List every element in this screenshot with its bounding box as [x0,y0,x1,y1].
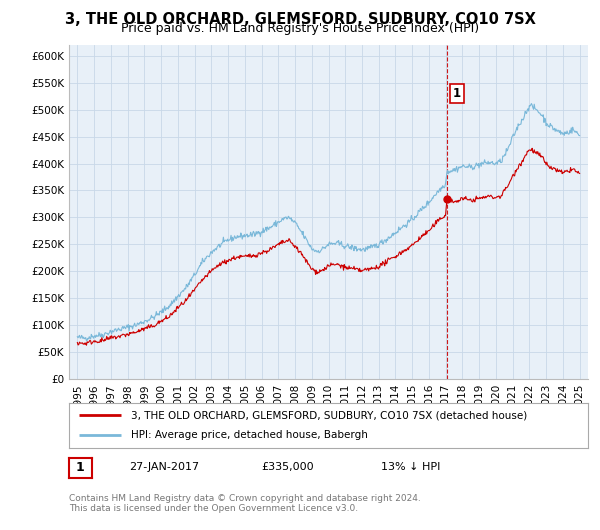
Text: 3, THE OLD ORCHARD, GLEMSFORD, SUDBURY, CO10 7SX (detached house): 3, THE OLD ORCHARD, GLEMSFORD, SUDBURY, … [131,410,527,420]
Text: 3, THE OLD ORCHARD, GLEMSFORD, SUDBURY, CO10 7SX: 3, THE OLD ORCHARD, GLEMSFORD, SUDBURY, … [65,12,535,26]
Text: 13% ↓ HPI: 13% ↓ HPI [381,463,440,472]
Text: Contains HM Land Registry data © Crown copyright and database right 2024.
This d: Contains HM Land Registry data © Crown c… [69,494,421,514]
Text: HPI: Average price, detached house, Babergh: HPI: Average price, detached house, Babe… [131,430,368,440]
Text: 1: 1 [76,462,85,474]
Text: 1: 1 [453,87,461,100]
Text: £335,000: £335,000 [261,463,314,472]
Text: Price paid vs. HM Land Registry's House Price Index (HPI): Price paid vs. HM Land Registry's House … [121,22,479,36]
Text: 27-JAN-2017: 27-JAN-2017 [129,463,199,472]
